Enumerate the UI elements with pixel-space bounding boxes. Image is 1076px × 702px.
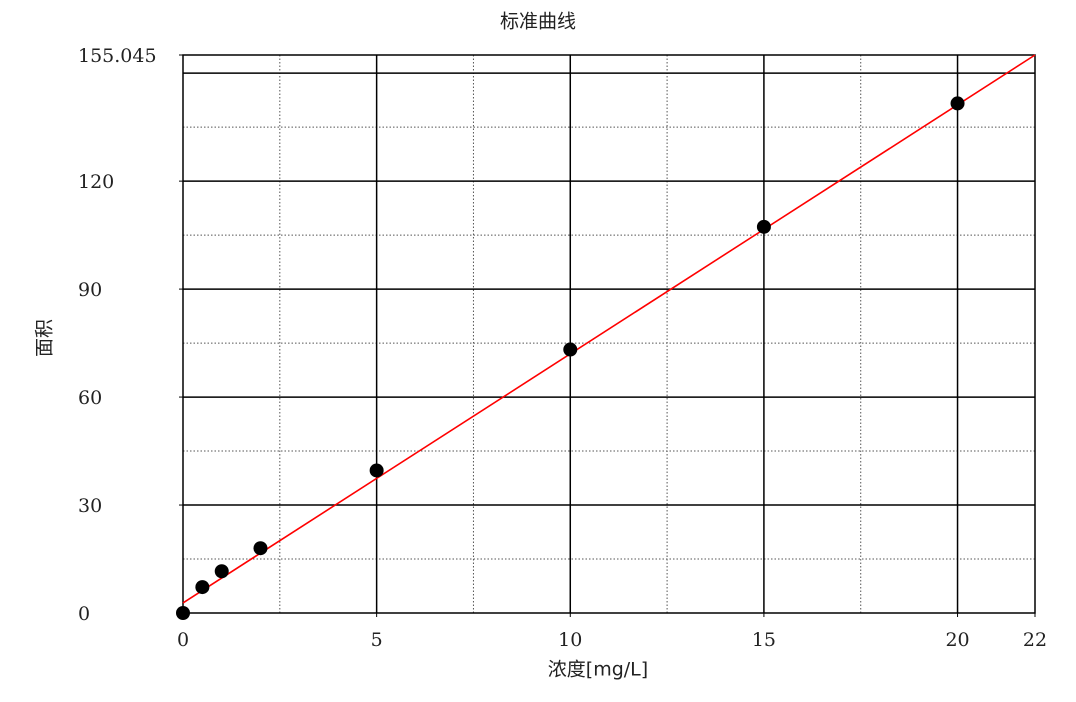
data-point [195, 580, 210, 595]
data-point [369, 463, 384, 478]
data-point [950, 96, 965, 111]
y-tick-label: 0 [78, 603, 90, 625]
x-axis-label: 浓度[mg/L] [548, 659, 648, 681]
x-tick-label: 22 [1023, 629, 1047, 651]
x-tick-label: 0 [177, 629, 189, 651]
data-point [176, 606, 190, 620]
x-tick-label: 10 [558, 629, 582, 651]
y-tick-label: 60 [78, 387, 102, 409]
y-tick-label: 155.045 [78, 45, 157, 67]
fit-line [182, 54, 1036, 604]
data-point [214, 564, 229, 579]
y-tick-label: 90 [78, 279, 102, 301]
data-point [253, 541, 268, 556]
y-tick-label: 30 [78, 495, 102, 517]
x-tick-label: 15 [752, 629, 776, 651]
plot-frame [182, 54, 1036, 614]
data-point [756, 219, 771, 234]
data-point [563, 342, 578, 357]
x-tick-label: 5 [371, 629, 383, 651]
chart-title: 标准曲线 [500, 11, 576, 33]
x-tick-label: 20 [945, 629, 969, 651]
y-tick-label: 120 [78, 171, 114, 193]
y-axis-label: 面积 [34, 319, 56, 357]
